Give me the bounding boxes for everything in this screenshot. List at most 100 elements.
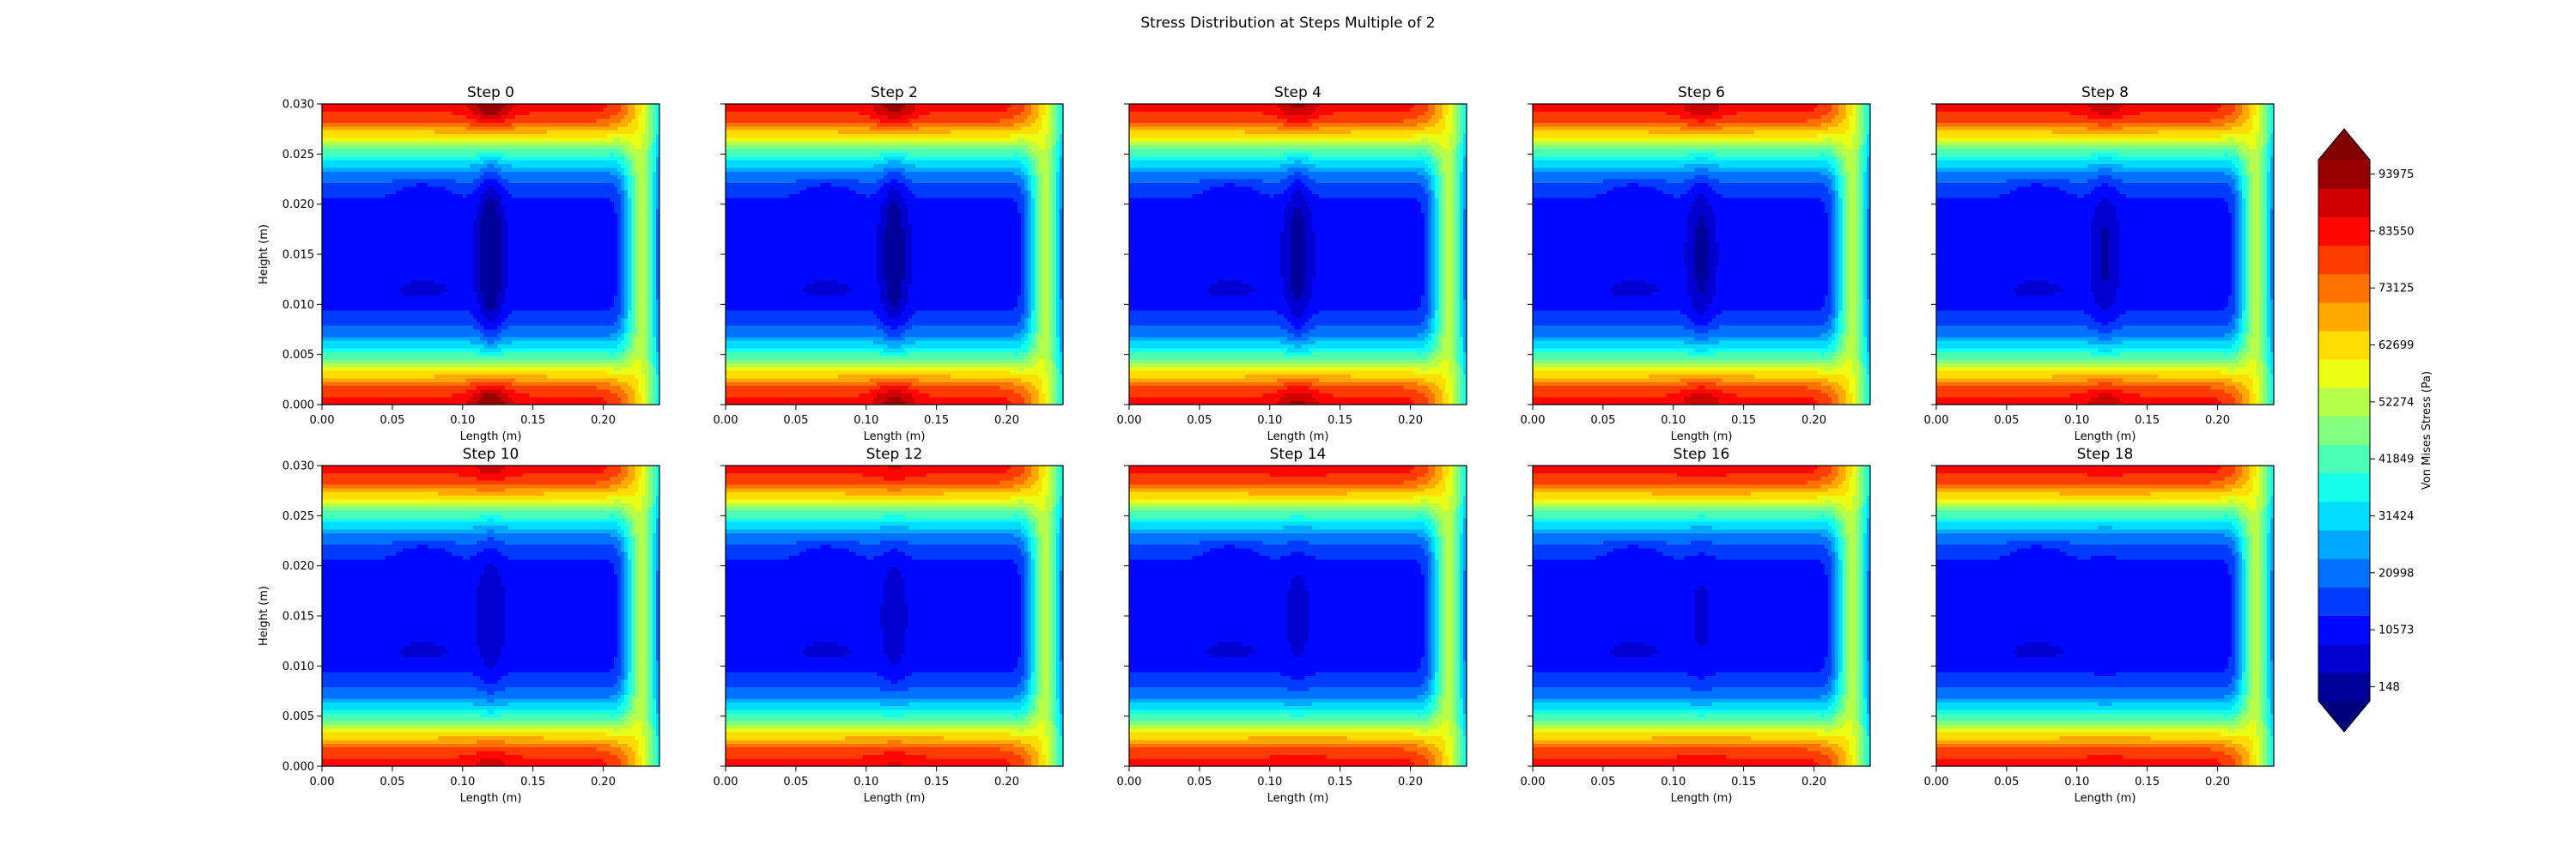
y-tick-label: 0.005	[283, 710, 314, 723]
colorbar-extend-max	[2318, 129, 2370, 160]
colorbar-tick-label: 31424	[2379, 510, 2414, 523]
contour-fill	[1129, 466, 1467, 767]
x-tick-label: 0.10	[854, 776, 878, 789]
x-axis-label: Length (m)	[460, 792, 522, 805]
colorbar-segment	[2318, 359, 2370, 388]
x-axis-label: Length (m)	[1671, 430, 1733, 443]
colorbar-segment	[2318, 445, 2370, 474]
x-tick-label: 0.00	[714, 776, 738, 789]
y-tick-label: 0.030	[283, 460, 314, 473]
x-tick-label: 0.10	[1661, 414, 1686, 427]
x-tick-label: 0.20	[2205, 776, 2230, 789]
x-tick-label: 0.05	[1590, 776, 1615, 789]
contour-fill	[1533, 104, 1871, 405]
x-tick-label: 0.20	[591, 776, 616, 789]
y-tick-label: 0.025	[283, 510, 314, 523]
colorbar-segment	[2318, 616, 2370, 645]
colorbar-tick-label: 83550	[2379, 225, 2414, 238]
colorbar-segment	[2318, 387, 2370, 417]
x-tick-label: 0.15	[924, 414, 949, 427]
contour-fill	[1936, 104, 2275, 405]
x-tick-label: 0.05	[1994, 414, 2019, 427]
x-tick-label: 0.05	[1187, 414, 1212, 427]
contour-fill	[322, 466, 660, 767]
y-tick-label: 0.015	[283, 611, 314, 624]
contour-fill	[1533, 466, 1871, 767]
x-tick-label: 0.00	[1521, 776, 1546, 789]
y-tick-label: 0.005	[283, 349, 314, 362]
contour-fill	[1129, 104, 1467, 405]
x-tick-label: 0.05	[380, 414, 404, 427]
x-tick-label: 0.15	[1731, 776, 1756, 789]
x-tick-label: 0.15	[2135, 776, 2160, 789]
x-axis-label: Length (m)	[2075, 430, 2136, 443]
x-tick-label: 0.05	[1994, 776, 2019, 789]
x-tick-label: 0.00	[1924, 776, 1949, 789]
panel-title: Step 2	[871, 84, 918, 101]
colorbar-segment	[2318, 473, 2370, 503]
colorbar-segment	[2318, 274, 2370, 303]
colorbar-tick-label: 20998	[2379, 567, 2414, 580]
x-tick-label: 0.10	[1257, 776, 1282, 789]
x-tick-label: 0.20	[994, 414, 1019, 427]
colorbar-tick-label: 73125	[2379, 283, 2414, 295]
y-tick-label: 0.015	[283, 249, 314, 262]
x-axis-label: Length (m)	[1267, 792, 1329, 805]
x-tick-label: 0.15	[520, 414, 545, 427]
colorbar-segment	[2318, 530, 2370, 559]
colorbar-tick-label: 93975	[2379, 168, 2414, 181]
x-tick-label: 0.05	[380, 776, 404, 789]
contour-fill	[1936, 466, 2275, 767]
colorbar-tick-label: 148	[2379, 681, 2400, 694]
colorbar-segment	[2318, 673, 2370, 702]
x-tick-label: 0.00	[310, 776, 335, 789]
colorbar-extend-min	[2318, 701, 2370, 732]
x-tick-label: 0.20	[591, 414, 616, 427]
contour-fill	[726, 466, 1064, 767]
colorbar-segment	[2318, 416, 2370, 445]
x-tick-label: 0.10	[450, 414, 475, 427]
colorbar-tick-label: 41849	[2379, 454, 2414, 466]
x-axis-label: Length (m)	[1671, 792, 1733, 805]
y-axis-label: Height (m)	[258, 224, 270, 284]
colorbar-label: Von Mises Stress (Pa)	[2421, 371, 2433, 490]
x-tick-label: 0.05	[1590, 414, 1615, 427]
y-tick-label: 0.025	[283, 149, 314, 161]
x-tick-label: 0.10	[450, 776, 475, 789]
x-tick-label: 0.20	[994, 776, 1019, 789]
x-tick-label: 0.10	[1661, 776, 1686, 789]
x-axis-label: Length (m)	[1267, 430, 1329, 443]
x-tick-label: 0.15	[1327, 776, 1352, 789]
y-tick-label: 0.000	[283, 399, 314, 412]
contour-panel: Step 10 0.00 0.05 0.10 0.15 0.20 Length (m) 0.0…	[258, 446, 660, 805]
x-tick-label: 0.05	[1187, 776, 1212, 789]
colorbar-tick-label: 52274	[2379, 396, 2414, 409]
colorbar-segment	[2318, 587, 2370, 616]
panel-title: Step 4	[1274, 84, 1321, 101]
colorbar-segment	[2318, 216, 2370, 246]
x-tick-label: 0.15	[520, 776, 545, 789]
panel-title: Step 12	[866, 446, 923, 463]
x-tick-label: 0.00	[1117, 414, 1142, 427]
y-tick-label: 0.000	[283, 761, 314, 774]
colorbar-tick-label: 62699	[2379, 339, 2414, 352]
x-tick-label: 0.20	[1801, 776, 1826, 789]
x-tick-label: 0.10	[854, 414, 878, 427]
panel-title: Step 10	[463, 446, 519, 463]
colorbar-segment	[2318, 331, 2370, 360]
colorbar-segment	[2318, 558, 2370, 588]
x-tick-label: 0.05	[783, 414, 808, 427]
x-tick-label: 0.15	[1327, 414, 1352, 427]
y-tick-label: 0.010	[283, 661, 314, 673]
x-axis-label: Length (m)	[460, 430, 522, 443]
x-tick-label: 0.00	[1117, 776, 1142, 789]
